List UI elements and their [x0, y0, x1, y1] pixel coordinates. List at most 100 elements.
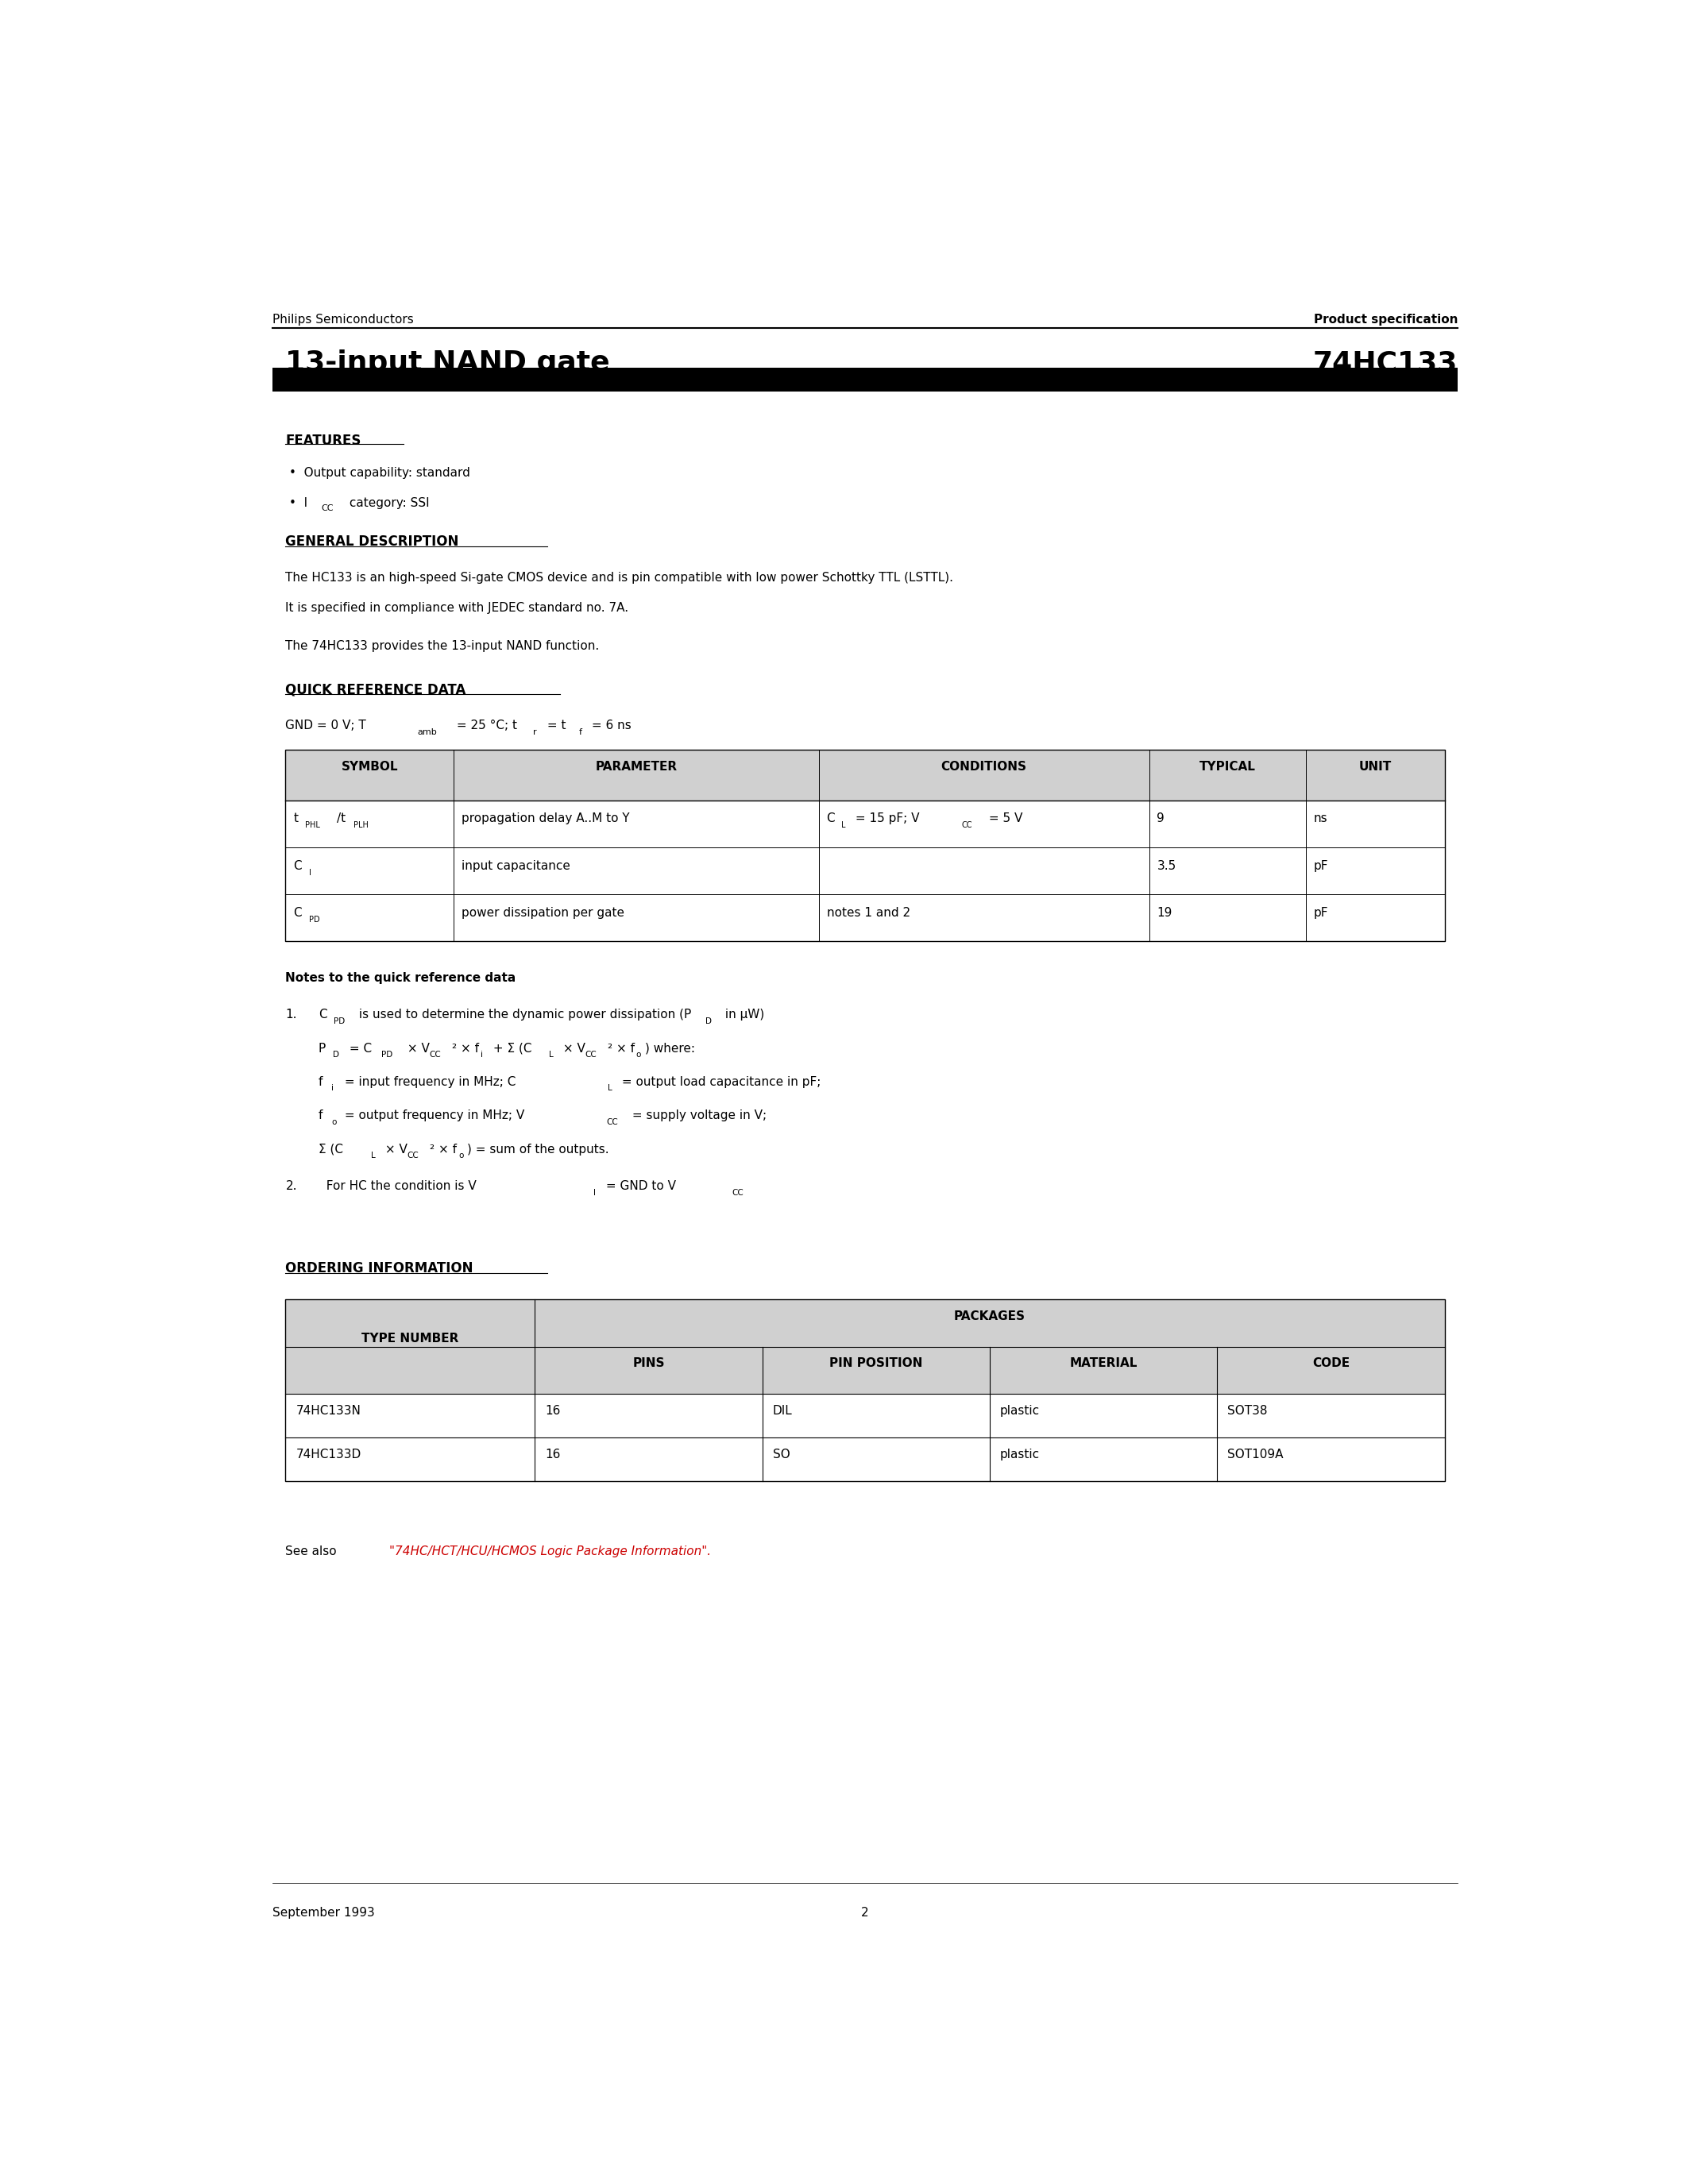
Text: September 1993: September 1993	[272, 1907, 375, 1920]
Text: 13-input NAND gate: 13-input NAND gate	[285, 349, 609, 376]
Text: C: C	[319, 1009, 327, 1020]
Text: I: I	[592, 1188, 596, 1197]
Text: i: i	[331, 1085, 334, 1092]
Text: + Σ (C: + Σ (C	[490, 1042, 532, 1055]
Text: in μW): in μW)	[721, 1009, 765, 1020]
Text: plastic: plastic	[1001, 1448, 1040, 1461]
Text: 74HC133: 74HC133	[1313, 349, 1458, 376]
Text: /t: /t	[336, 812, 346, 826]
Text: ) where:: ) where:	[645, 1042, 695, 1055]
Text: CC: CC	[606, 1118, 618, 1127]
Text: The 74HC133 provides the 13-input NAND function.: The 74HC133 provides the 13-input NAND f…	[285, 640, 599, 653]
Text: I: I	[309, 869, 311, 876]
Text: C: C	[827, 812, 836, 826]
Text: power dissipation per gate: power dissipation per gate	[461, 906, 625, 919]
Text: ² × f: ² × f	[608, 1042, 635, 1055]
Bar	[285, 749, 1445, 941]
Text: UNIT: UNIT	[1359, 760, 1391, 773]
Text: ² × f: ² × f	[429, 1142, 456, 1155]
Text: Philips Semiconductors: Philips Semiconductors	[272, 312, 414, 325]
Text: × V: × V	[381, 1142, 407, 1155]
Text: pF: pF	[1313, 860, 1328, 871]
Text: 19: 19	[1156, 906, 1171, 919]
Text: D: D	[333, 1051, 339, 1059]
Text: pF: pF	[1313, 906, 1328, 919]
Text: 9: 9	[1156, 812, 1165, 826]
Text: SO: SO	[773, 1448, 790, 1461]
Text: PLH: PLH	[353, 821, 368, 830]
Text: ² × f: ² × f	[452, 1042, 479, 1055]
Text: L: L	[371, 1151, 375, 1160]
Text: GENERAL DESCRIPTION: GENERAL DESCRIPTION	[285, 535, 459, 548]
Text: PARAMETER: PARAMETER	[596, 760, 677, 773]
Text: × V: × V	[403, 1042, 429, 1055]
Text: Σ (C: Σ (C	[319, 1142, 343, 1155]
Text: 1.: 1.	[285, 1009, 297, 1020]
Text: MATERIAL: MATERIAL	[1070, 1358, 1138, 1369]
Text: L: L	[608, 1085, 613, 1092]
Text: f: f	[319, 1109, 322, 1123]
Text: = t: = t	[544, 719, 565, 732]
Text: SOT109A: SOT109A	[1227, 1448, 1283, 1461]
Bar	[285, 1299, 1445, 1348]
Text: f: f	[319, 1077, 322, 1088]
Text: PIN POSITION: PIN POSITION	[829, 1358, 923, 1369]
Bar	[285, 749, 1445, 799]
Bar	[285, 1348, 1445, 1393]
Text: ORDERING INFORMATION: ORDERING INFORMATION	[285, 1260, 473, 1275]
Text: = GND to V: = GND to V	[603, 1179, 675, 1192]
Text: CC: CC	[731, 1188, 743, 1197]
Text: = output frequency in MHz; V: = output frequency in MHz; V	[341, 1109, 525, 1123]
Text: plastic: plastic	[1001, 1404, 1040, 1417]
Text: = supply voltage in V;: = supply voltage in V;	[628, 1109, 766, 1123]
Text: 74HC133N: 74HC133N	[295, 1404, 361, 1417]
Text: × V: × V	[559, 1042, 586, 1055]
Text: The HC133 is an high-speed Si-gate CMOS device and is pin compatible with low po: The HC133 is an high-speed Si-gate CMOS …	[285, 572, 954, 583]
Text: It is specified in compliance with JEDEC standard no. 7A.: It is specified in compliance with JEDEC…	[285, 603, 630, 614]
Text: propagation delay A..M to Y: propagation delay A..M to Y	[461, 812, 630, 826]
Text: 3.5: 3.5	[1156, 860, 1177, 871]
Text: is used to determine the dynamic power dissipation (P: is used to determine the dynamic power d…	[354, 1009, 690, 1020]
Text: GND = 0 V; T: GND = 0 V; T	[285, 719, 366, 732]
Text: •  Output capability: standard: • Output capability: standard	[290, 467, 471, 478]
Text: CODE: CODE	[1312, 1358, 1350, 1369]
Bar	[272, 369, 1458, 391]
Text: = 5 V: = 5 V	[984, 812, 1023, 826]
Text: 16: 16	[545, 1404, 560, 1417]
Text: amb: amb	[417, 727, 437, 736]
Text: "74HC/HCT/HCU/HCMOS Logic Package Information".: "74HC/HCT/HCU/HCMOS Logic Package Inform…	[388, 1546, 711, 1557]
Text: •  I: • I	[290, 498, 307, 509]
Bar	[285, 1299, 1445, 1481]
Text: CC: CC	[429, 1051, 441, 1059]
Text: CC: CC	[407, 1151, 419, 1160]
Text: 2: 2	[861, 1907, 869, 1920]
Text: o: o	[457, 1151, 463, 1160]
Text: TYPICAL: TYPICAL	[1198, 760, 1256, 773]
Text: L: L	[841, 821, 846, 830]
Text: category: SSI: category: SSI	[346, 498, 430, 509]
Text: TYPE NUMBER: TYPE NUMBER	[361, 1332, 459, 1345]
Text: PD: PD	[309, 915, 321, 924]
Text: = 15 pF; V: = 15 pF; V	[851, 812, 920, 826]
Text: ns: ns	[1313, 812, 1327, 826]
Text: input capacitance: input capacitance	[461, 860, 571, 871]
Text: Product specification: Product specification	[1313, 312, 1458, 325]
Text: 16: 16	[545, 1448, 560, 1461]
Text: 74HC133D: 74HC133D	[295, 1448, 361, 1461]
Text: C: C	[294, 860, 302, 871]
Text: CONDITIONS: CONDITIONS	[940, 760, 1026, 773]
Text: For HC the condition is V: For HC the condition is V	[319, 1179, 476, 1192]
Text: DIL: DIL	[773, 1404, 792, 1417]
Text: CC: CC	[321, 505, 333, 513]
Text: notes 1 and 2: notes 1 and 2	[827, 906, 910, 919]
Text: D: D	[706, 1018, 712, 1024]
Text: t: t	[294, 812, 299, 826]
Text: See also: See also	[285, 1546, 341, 1557]
Text: PHL: PHL	[306, 821, 321, 830]
Text: ) = sum of the outputs.: ) = sum of the outputs.	[468, 1142, 609, 1155]
Text: = output load capacitance in pF;: = output load capacitance in pF;	[618, 1077, 820, 1088]
Text: PD: PD	[334, 1018, 346, 1024]
Text: L: L	[549, 1051, 554, 1059]
Text: i: i	[481, 1051, 483, 1059]
Text: QUICK REFERENCE DATA: QUICK REFERENCE DATA	[285, 681, 466, 697]
